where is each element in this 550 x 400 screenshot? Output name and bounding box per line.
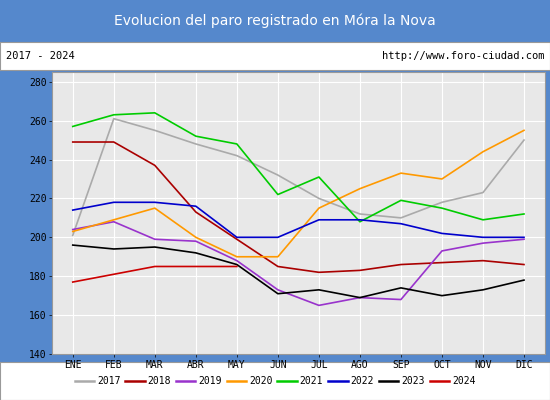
Text: Evolucion del paro registrado en Móra la Nova: Evolucion del paro registrado en Móra la… bbox=[114, 14, 436, 28]
Text: http://www.foro-ciudad.com: http://www.foro-ciudad.com bbox=[382, 51, 544, 61]
Text: 2017 - 2024: 2017 - 2024 bbox=[6, 51, 74, 61]
Legend: 2017, 2018, 2019, 2020, 2021, 2022, 2023, 2024: 2017, 2018, 2019, 2020, 2021, 2022, 2023… bbox=[70, 372, 480, 390]
